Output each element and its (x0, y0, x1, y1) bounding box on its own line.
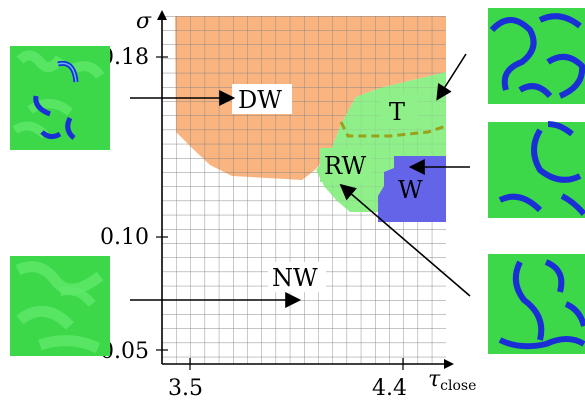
arrow-to-t (436, 53, 467, 101)
x-tick-3-5: 3.5 (168, 376, 203, 401)
y-axis-arrow (157, 10, 167, 20)
x-axis-arrow (444, 359, 454, 369)
region-label-w: W (398, 176, 423, 204)
y-tick-0-10: 0.10 (100, 225, 149, 250)
x-axis-label: τclose (428, 367, 476, 394)
x-tick-4-4: 4.4 (372, 376, 407, 401)
snapshot-rw (488, 254, 585, 354)
y-axis-label: σ (136, 9, 152, 34)
t-rw-boundary (339, 121, 447, 138)
arrow-to-rw (339, 183, 471, 297)
snapshot-t (488, 8, 585, 104)
region-label-nw: NW (272, 264, 318, 292)
region-label-t: T (389, 98, 405, 126)
snapshot-w (488, 121, 585, 218)
region-label-rw: RW (324, 152, 367, 180)
snapshot-dw (10, 46, 110, 150)
x-axis-label-main: τ (428, 367, 441, 392)
snapshot-nw (10, 256, 110, 356)
x-axis-label-sub: close (440, 378, 476, 394)
region-w-area (378, 156, 446, 222)
region-label-dw: DW (238, 86, 282, 114)
